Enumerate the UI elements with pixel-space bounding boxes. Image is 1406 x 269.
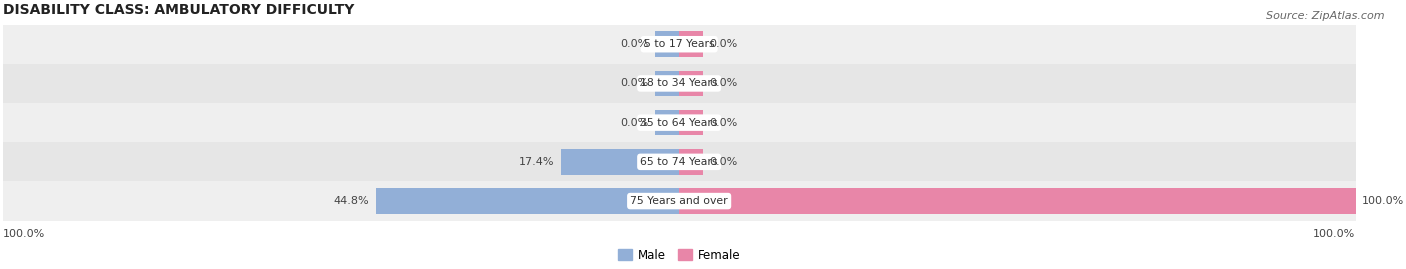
Bar <box>3 142 1355 182</box>
Text: 0.0%: 0.0% <box>620 118 648 128</box>
Bar <box>3 103 1355 142</box>
Text: 75 Years and over: 75 Years and over <box>630 196 728 206</box>
Text: 65 to 74 Years: 65 to 74 Years <box>640 157 718 167</box>
Text: 0.0%: 0.0% <box>620 39 648 49</box>
Bar <box>655 71 679 96</box>
Text: 44.8%: 44.8% <box>333 196 370 206</box>
Text: 35 to 64 Years: 35 to 64 Years <box>640 118 718 128</box>
Legend: Male, Female: Male, Female <box>613 244 745 266</box>
Bar <box>3 64 1355 103</box>
Bar <box>3 25 1355 64</box>
Bar <box>655 31 679 57</box>
Text: 100.0%: 100.0% <box>1313 229 1355 239</box>
Text: Source: ZipAtlas.com: Source: ZipAtlas.com <box>1267 11 1385 21</box>
Text: 0.0%: 0.0% <box>710 118 738 128</box>
Bar <box>679 188 1355 214</box>
Text: 0.0%: 0.0% <box>620 79 648 89</box>
Text: 100.0%: 100.0% <box>3 229 45 239</box>
Bar <box>679 31 703 57</box>
Bar <box>679 71 703 96</box>
Bar <box>679 110 703 135</box>
Text: DISABILITY CLASS: AMBULATORY DIFFICULTY: DISABILITY CLASS: AMBULATORY DIFFICULTY <box>3 3 354 17</box>
Text: 17.4%: 17.4% <box>519 157 555 167</box>
Text: 0.0%: 0.0% <box>710 79 738 89</box>
Bar <box>561 149 679 175</box>
Bar <box>655 110 679 135</box>
Text: 0.0%: 0.0% <box>710 157 738 167</box>
Text: 0.0%: 0.0% <box>710 39 738 49</box>
Bar <box>3 182 1355 221</box>
Bar <box>679 149 703 175</box>
Text: 18 to 34 Years: 18 to 34 Years <box>640 79 718 89</box>
Text: 100.0%: 100.0% <box>1362 196 1405 206</box>
Bar <box>377 188 679 214</box>
Text: 5 to 17 Years: 5 to 17 Years <box>644 39 714 49</box>
